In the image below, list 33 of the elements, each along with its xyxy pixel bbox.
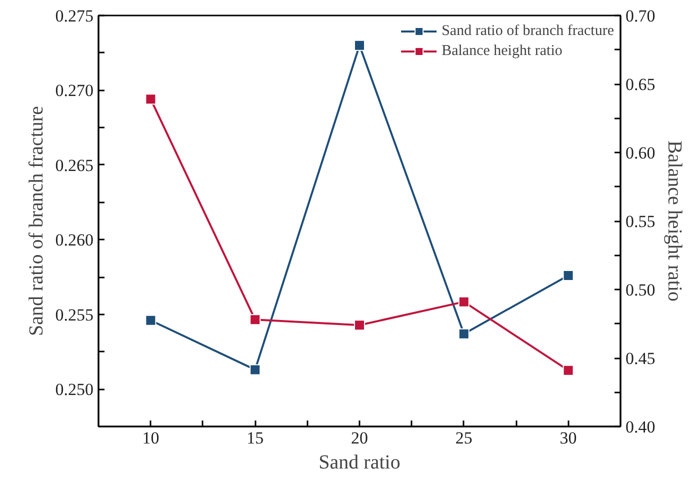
legend-label: Balance height ratio	[442, 42, 562, 60]
point	[354, 320, 365, 331]
x-tick-label: 10	[142, 428, 160, 448]
y2-tick-label: 0.60	[626, 144, 656, 162]
y-tick-label: 0.260	[55, 230, 94, 250]
x-tick-label: 20	[351, 428, 368, 448]
y2-tick-label: 0.40	[626, 418, 656, 436]
point	[145, 94, 156, 105]
y-axis-title: Sand ratio of branch fracture	[25, 106, 48, 336]
point	[458, 296, 470, 308]
y2-tick-label: 0.50	[626, 280, 656, 300]
y2-tick-label: 0.55	[626, 212, 656, 231]
y2-tick-label: 0.65	[626, 75, 656, 94]
point	[145, 314, 156, 326]
x-tick-label: 30	[560, 428, 577, 448]
x-tick-label: 15	[246, 428, 264, 448]
y2-tick-label: 0.70	[626, 6, 656, 26]
y-tick-label: 0.255	[55, 305, 94, 324]
y-tick-label: 0.275	[55, 6, 94, 26]
x-tick-label: 25	[455, 428, 472, 448]
y-tick-label: 0.250	[55, 380, 94, 400]
legend-label: Sand ratio of branch fracture	[442, 22, 614, 40]
x-axis-title: Sand ratio	[318, 452, 400, 474]
y-tick-label: 0.270	[55, 81, 94, 100]
point	[250, 314, 261, 326]
point	[250, 364, 261, 376]
y2-axis-title: Balance height ratio	[663, 140, 686, 302]
y2-tick-label: 0.45	[626, 349, 656, 368]
y-tick-label: 0.265	[55, 156, 94, 175]
point	[354, 40, 365, 51]
point	[458, 328, 470, 340]
point	[562, 364, 574, 376]
point	[562, 270, 574, 282]
